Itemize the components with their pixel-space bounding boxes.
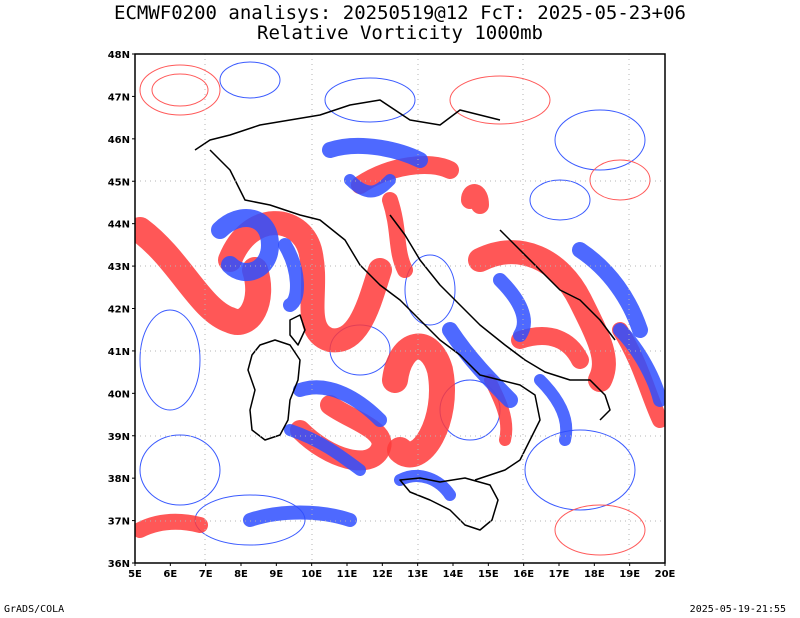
lat-tick-label: 47N bbox=[108, 92, 130, 103]
blue-band bbox=[211, 209, 279, 281]
alpine-border bbox=[194, 99, 501, 151]
contour-ring bbox=[589, 159, 651, 201]
plot-subtitle: Relative Vorticity 1000mb bbox=[257, 22, 543, 44]
lat-tick-label: 45N bbox=[108, 177, 130, 188]
lat-tick-label: 44N bbox=[108, 220, 130, 231]
coastlines bbox=[194, 99, 616, 531]
lon-tick-label: 8E bbox=[234, 569, 248, 580]
balkan-coast bbox=[499, 229, 616, 341]
lon-ticks bbox=[134, 563, 666, 566]
lat-tick-label: 43N bbox=[108, 262, 130, 273]
corsica bbox=[289, 314, 306, 346]
lat-tick-label: 38N bbox=[108, 474, 130, 485]
contour-ring bbox=[151, 73, 209, 107]
blue-band bbox=[613, 323, 665, 407]
contour-ring bbox=[139, 434, 221, 506]
lon-tick-label: 15E bbox=[478, 569, 499, 580]
red-band bbox=[135, 513, 208, 538]
blue-band bbox=[493, 273, 531, 342]
lat-ticks bbox=[132, 53, 135, 564]
lon-tick-label: 7E bbox=[199, 569, 213, 580]
lon-tick-label: 14E bbox=[443, 569, 464, 580]
lat-tick-label: 40N bbox=[108, 389, 130, 400]
blue-band bbox=[243, 505, 357, 527]
blue-band bbox=[278, 238, 304, 312]
footer-timestamp: 2025-05-19-21:55 bbox=[689, 604, 786, 615]
italy-west-coast bbox=[209, 149, 541, 481]
lon-tick-label: 18E bbox=[584, 569, 605, 580]
lon-tick-label: 17E bbox=[549, 569, 570, 580]
red-band bbox=[461, 184, 489, 214]
lat-tick-label: 39N bbox=[108, 432, 130, 443]
lat-tick-label: 42N bbox=[108, 305, 130, 316]
contour-ring bbox=[524, 429, 636, 511]
blue-band bbox=[344, 174, 396, 198]
lat-tick-label: 46N bbox=[108, 135, 130, 146]
lon-tick-label: 5E bbox=[128, 569, 142, 580]
lon-tick-label: 19E bbox=[619, 569, 640, 580]
contour-ring bbox=[554, 504, 646, 556]
red-band bbox=[511, 327, 589, 369]
sicily bbox=[399, 477, 499, 531]
contour-ring bbox=[139, 64, 221, 116]
red-band bbox=[382, 192, 413, 278]
lon-tick-label: 10E bbox=[301, 569, 322, 580]
blue-band bbox=[394, 470, 456, 501]
lon-tick-label: 6E bbox=[163, 569, 177, 580]
italy-east-coast bbox=[389, 214, 611, 421]
lon-tick-label: 12E bbox=[372, 569, 393, 580]
blue-band bbox=[572, 242, 648, 338]
contour-layer bbox=[135, 54, 665, 563]
lat-tick-label: 37N bbox=[108, 517, 130, 528]
red-band bbox=[382, 333, 455, 468]
red-band bbox=[351, 156, 459, 194]
lat-tick-label: 41N bbox=[108, 347, 130, 358]
lon-tick-label: 9E bbox=[269, 569, 283, 580]
footer-software: GrADS/COLA bbox=[4, 604, 65, 615]
red-band bbox=[135, 217, 272, 335]
lon-tick-label: 16E bbox=[513, 569, 534, 580]
contour-ring bbox=[554, 109, 646, 171]
blue-band bbox=[284, 424, 366, 476]
contour-ring bbox=[404, 254, 456, 326]
lat-tick-label: 36N bbox=[108, 559, 130, 570]
lon-labels: 5E 6E 7E 8E 9E 10E 11E 12E 13E 14E 15E 16E 17E 18E 19E… bbox=[128, 569, 675, 580]
contour-ring bbox=[324, 77, 416, 123]
contour-ring bbox=[529, 179, 591, 221]
contour-ring bbox=[219, 61, 281, 99]
lon-tick-label: 20E bbox=[655, 569, 676, 580]
lat-labels: 48N 47N 46N 45N 44N 43N 42N 41N 40N 39N 38N 37N 36N bbox=[108, 50, 130, 570]
plot-title: ECMWF0200 analisys: 20250519@12 FcT: 202… bbox=[114, 2, 686, 24]
sardinia bbox=[247, 339, 301, 441]
lat-tick-label: 48N bbox=[108, 50, 130, 61]
contour-ring bbox=[139, 309, 201, 411]
lon-tick-label: 11E bbox=[337, 569, 358, 580]
blue-band bbox=[322, 137, 428, 168]
contour-ring bbox=[449, 75, 551, 125]
graticule bbox=[135, 54, 665, 563]
blue-band bbox=[293, 380, 387, 427]
lon-tick-label: 13E bbox=[407, 569, 428, 580]
blue-band bbox=[442, 322, 518, 408]
blue-band bbox=[534, 374, 573, 446]
